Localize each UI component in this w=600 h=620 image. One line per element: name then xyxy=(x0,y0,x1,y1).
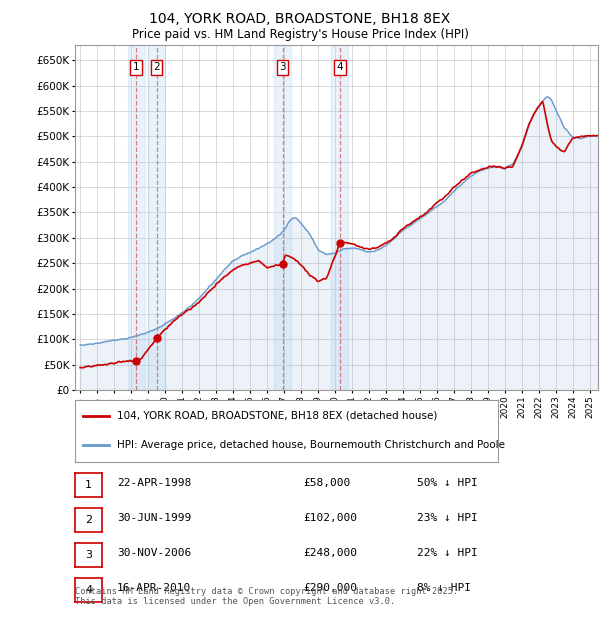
Text: 50% ↓ HPI: 50% ↓ HPI xyxy=(417,478,478,488)
Text: HPI: Average price, detached house, Bournemouth Christchurch and Poole: HPI: Average price, detached house, Bour… xyxy=(118,440,505,450)
Bar xyxy=(128,45,145,390)
Text: 104, YORK ROAD, BROADSTONE, BH18 8EX (detached house): 104, YORK ROAD, BROADSTONE, BH18 8EX (de… xyxy=(118,410,437,420)
Text: 23% ↓ HPI: 23% ↓ HPI xyxy=(417,513,478,523)
Text: 1: 1 xyxy=(85,480,92,490)
Text: 22% ↓ HPI: 22% ↓ HPI xyxy=(417,548,478,558)
Text: £290,000: £290,000 xyxy=(303,583,357,593)
Text: £248,000: £248,000 xyxy=(303,548,357,558)
Bar xyxy=(148,45,165,390)
Text: 30-JUN-1999: 30-JUN-1999 xyxy=(117,513,191,523)
Text: 22-APR-1998: 22-APR-1998 xyxy=(117,478,191,488)
Text: £102,000: £102,000 xyxy=(303,513,357,523)
Text: 2: 2 xyxy=(85,515,92,525)
Text: 2: 2 xyxy=(153,63,160,73)
Text: 30-NOV-2006: 30-NOV-2006 xyxy=(117,548,191,558)
Text: Contains HM Land Registry data © Crown copyright and database right 2025.
This d: Contains HM Land Registry data © Crown c… xyxy=(75,587,458,606)
Text: 104, YORK ROAD, BROADSTONE, BH18 8EX: 104, YORK ROAD, BROADSTONE, BH18 8EX xyxy=(149,12,451,26)
Text: Price paid vs. HM Land Registry's House Price Index (HPI): Price paid vs. HM Land Registry's House … xyxy=(131,28,469,41)
Text: £58,000: £58,000 xyxy=(303,478,350,488)
Text: 3: 3 xyxy=(85,550,92,560)
Text: 8% ↓ HPI: 8% ↓ HPI xyxy=(417,583,471,593)
Text: 3: 3 xyxy=(279,63,286,73)
Bar xyxy=(274,45,291,390)
Text: 16-APR-2010: 16-APR-2010 xyxy=(117,583,191,593)
Text: 4: 4 xyxy=(337,63,343,73)
Bar xyxy=(331,45,348,390)
Text: 4: 4 xyxy=(85,585,92,595)
Text: 1: 1 xyxy=(133,63,140,73)
